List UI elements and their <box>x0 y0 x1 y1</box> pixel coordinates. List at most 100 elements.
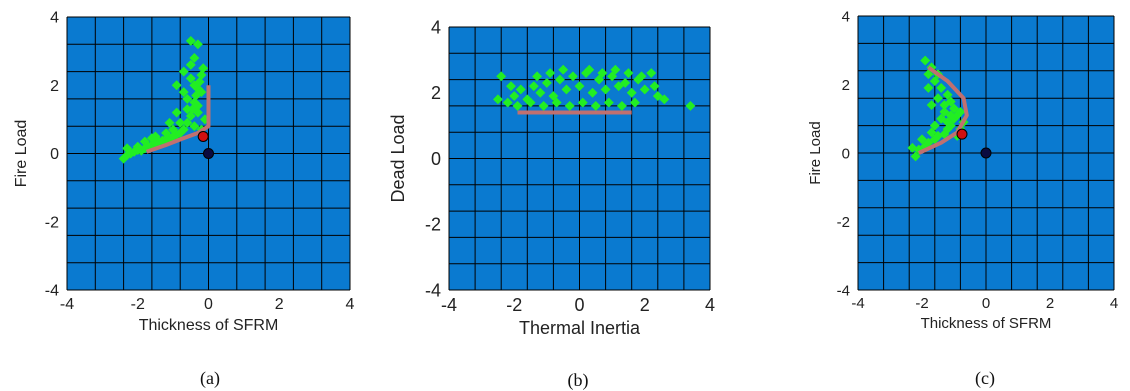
data-point <box>189 80 200 91</box>
data-point <box>577 97 588 108</box>
data-point <box>926 100 937 110</box>
x-tick-label: 4 <box>1110 295 1118 312</box>
x-tick-label: -4 <box>851 295 864 312</box>
data-point <box>538 100 549 111</box>
data-point <box>620 77 631 88</box>
subfigure-caption: (b) <box>568 370 589 391</box>
data-point <box>907 142 918 153</box>
data-point <box>639 84 650 95</box>
x-tick-label: -2 <box>915 295 928 312</box>
data-point <box>525 97 536 108</box>
data-point <box>192 100 203 111</box>
x-axis-label: Thickness of SFRM <box>139 317 279 334</box>
x-tick-label: -4 <box>441 295 457 315</box>
data-point <box>600 84 611 95</box>
data-point <box>528 81 539 92</box>
data-point <box>584 64 595 75</box>
point-marker <box>956 128 968 140</box>
y-tick-label: -2 <box>425 215 441 235</box>
y-tick-label: 4 <box>842 8 850 25</box>
data-point <box>139 136 150 147</box>
data-point <box>178 66 189 77</box>
data-point <box>185 59 196 70</box>
data-point <box>182 117 193 128</box>
data-point <box>554 74 565 85</box>
data-point <box>936 82 947 93</box>
data-point <box>923 69 934 80</box>
y-tick-label: 0 <box>431 149 441 169</box>
data-point <box>955 106 966 117</box>
data-point <box>192 39 203 50</box>
data-point <box>610 64 621 75</box>
data-point <box>182 93 193 104</box>
data-point <box>535 87 546 98</box>
y-tick-label: 2 <box>50 78 59 95</box>
y-tick-label: 2 <box>842 77 850 94</box>
data-point <box>923 82 934 93</box>
data-point <box>936 113 947 124</box>
x-tick-label: -4 <box>60 296 74 313</box>
chart-panel: -4 -2 0 2 4 -4 -2 0 2 4 Thickness of SFRM Fire Load… <box>807 8 1118 389</box>
x-tick-label: 0 <box>204 296 213 313</box>
data-point <box>933 93 943 104</box>
data-point <box>164 117 175 128</box>
data-point <box>512 100 523 111</box>
data-point <box>945 110 956 121</box>
data-point <box>515 84 526 95</box>
data-point <box>545 68 556 78</box>
data-point <box>616 100 627 111</box>
data-point <box>196 87 207 98</box>
data-point <box>122 143 133 154</box>
subfigure-caption: (a) <box>200 368 220 389</box>
x-tick-label: 2 <box>275 296 284 313</box>
data-point <box>185 35 196 46</box>
data-point <box>636 71 647 82</box>
y-tick-label: -4 <box>837 282 850 299</box>
y-tick-label: -4 <box>45 283 59 300</box>
data-point <box>198 63 209 74</box>
x-tick-label: -2 <box>506 295 522 315</box>
point-marker <box>203 148 214 159</box>
data-point <box>685 100 696 111</box>
data-point <box>917 134 927 145</box>
data-point <box>603 97 614 108</box>
data-point <box>171 107 182 118</box>
y-axis-label: Dead Load <box>388 114 408 202</box>
limit-state-curve <box>145 85 211 154</box>
data-point <box>659 94 670 105</box>
subfigure-caption: (c) <box>975 368 995 389</box>
y-tick-label: 2 <box>431 83 441 103</box>
y-axis-label: Fire Load <box>807 121 824 184</box>
y-tick-label: 0 <box>50 146 59 163</box>
data-point <box>626 87 637 98</box>
x-tick-label: -2 <box>131 296 145 313</box>
data-point <box>587 87 598 98</box>
data-point <box>171 80 182 91</box>
data-point <box>532 71 543 82</box>
data-point <box>146 133 157 144</box>
data-point <box>175 117 186 128</box>
chart-panel: -4 -2 0 2 4 -4 -2 0 2 4 Thickness of SFRM Fire Load… <box>13 10 355 389</box>
data-point <box>564 100 575 111</box>
data-point <box>192 107 203 118</box>
x-tick-label: 0 <box>574 295 584 315</box>
data-point <box>178 124 189 135</box>
data-point <box>541 77 552 88</box>
x-tick-label: 2 <box>1046 295 1054 312</box>
y-tick-label: -2 <box>837 214 850 231</box>
chart-panel: -4 -2 0 2 4 -4 -2 0 2 4 Thermal Inertia Dead Load (b… <box>388 17 715 391</box>
data-point <box>597 68 608 78</box>
data-point <box>920 55 931 66</box>
data-point <box>185 111 196 121</box>
y-tick-label: -4 <box>425 280 441 300</box>
y-axis-label: Fire Load <box>13 120 30 188</box>
data-point <box>942 89 953 100</box>
data-point <box>910 151 921 162</box>
x-axis-label: Thickness of SFRM <box>921 315 1052 332</box>
data-point <box>161 128 171 138</box>
y-tick-label: -2 <box>45 214 59 231</box>
x-tick-label: 0 <box>982 295 990 312</box>
data-point <box>185 73 196 84</box>
y-tick-label: 4 <box>431 17 441 37</box>
